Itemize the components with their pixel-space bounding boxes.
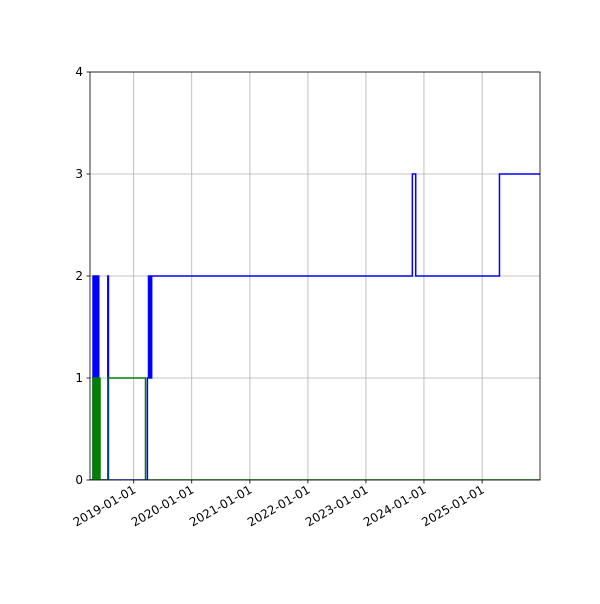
series-group [90,173,540,480]
y-tick-label: 3 [75,167,83,181]
y-tick-label: 2 [75,269,83,283]
y-tick-label: 0 [75,473,83,487]
y-tick-label: 4 [75,65,83,79]
y-tick-label: 1 [75,371,83,385]
series-line-2 [90,377,540,480]
